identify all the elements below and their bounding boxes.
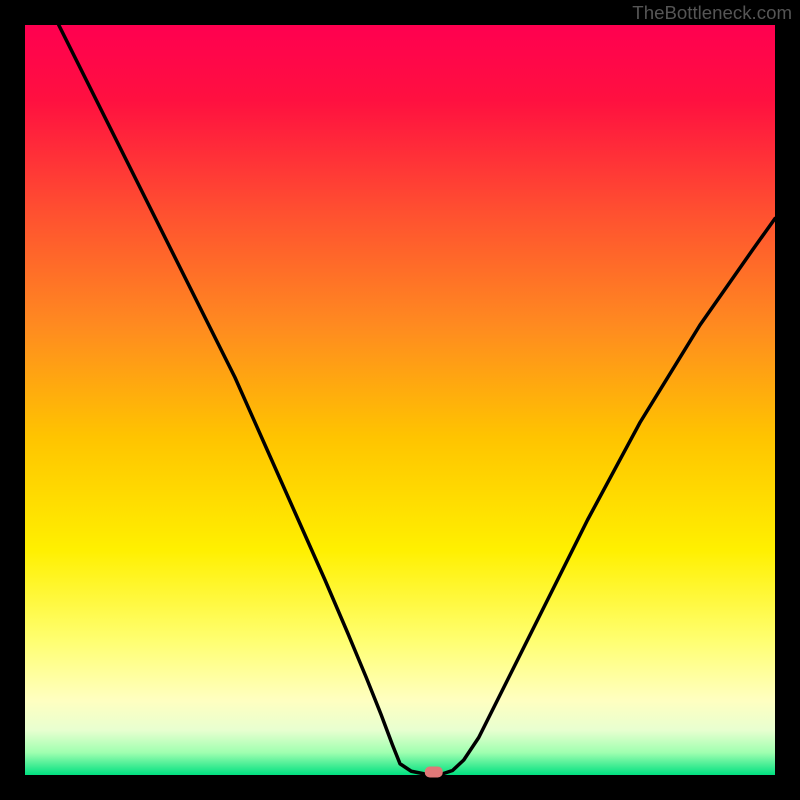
bottleneck-chart: [0, 0, 800, 800]
chart-container: TheBottleneck.com: [0, 0, 800, 800]
optimum-marker: [425, 767, 443, 778]
plot-background: [25, 25, 775, 775]
